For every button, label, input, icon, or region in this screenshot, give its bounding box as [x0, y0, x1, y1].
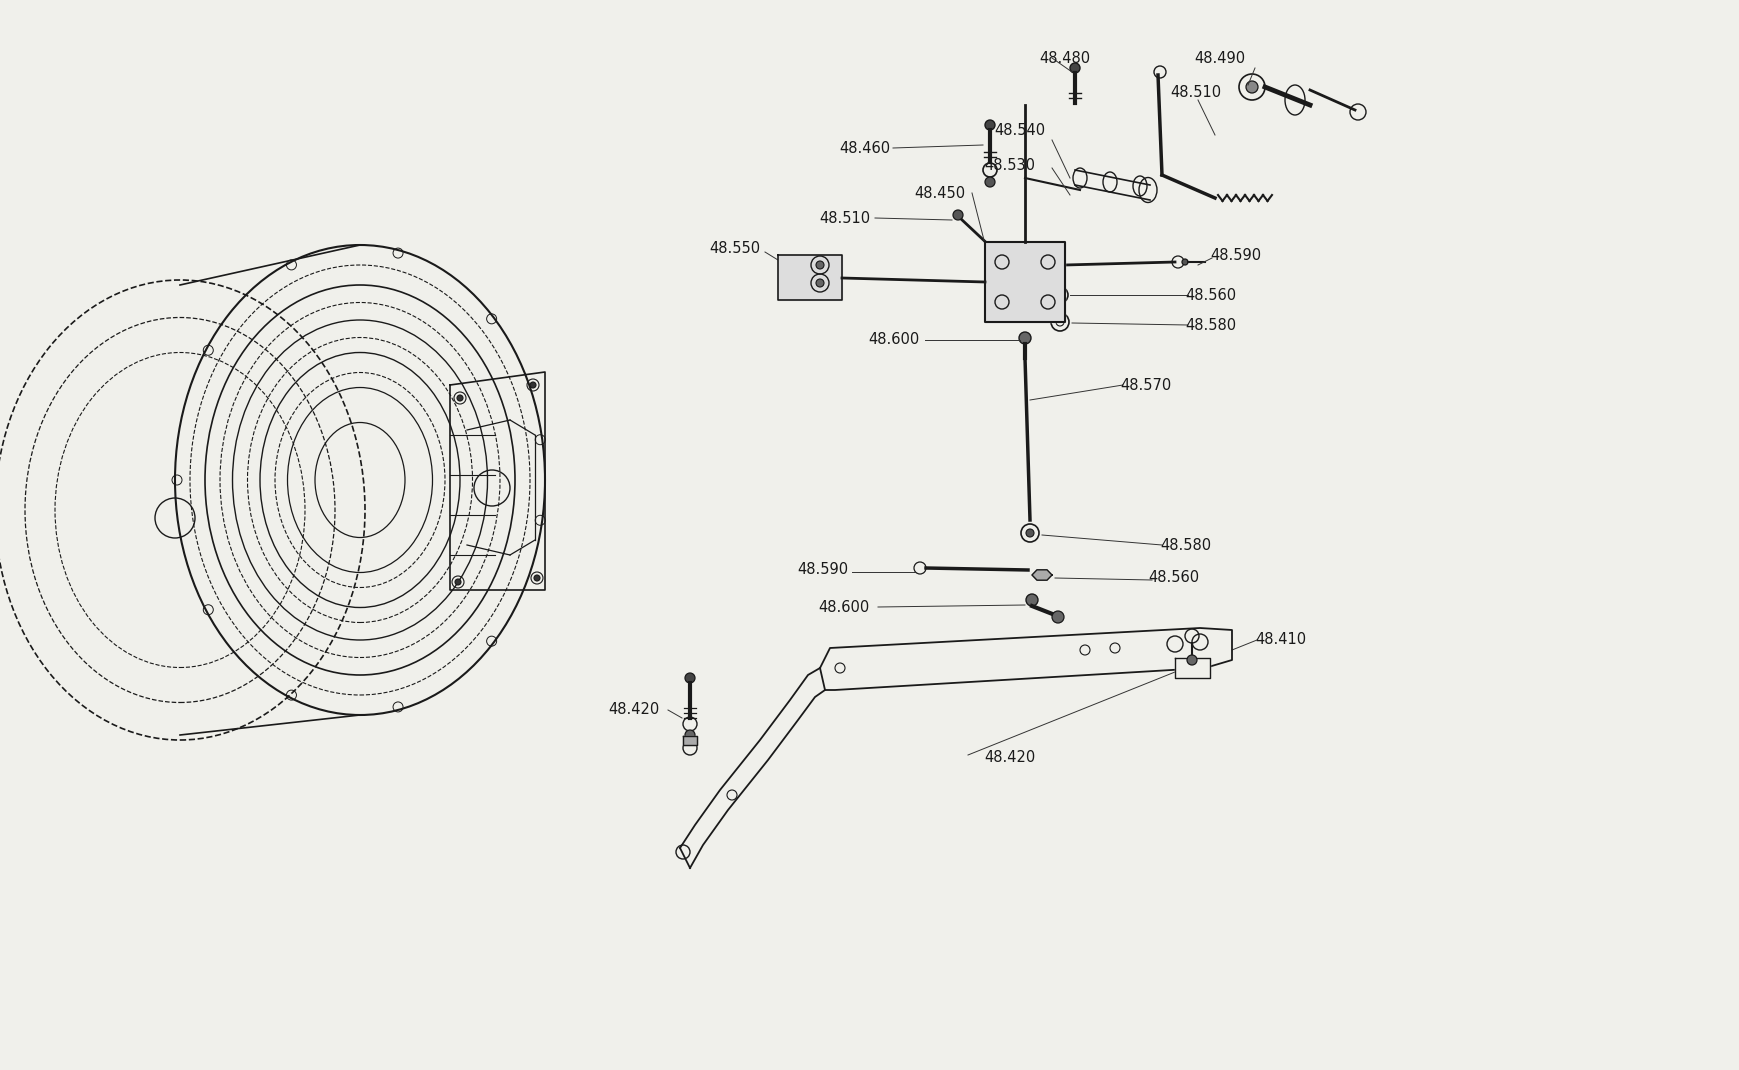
- Circle shape: [984, 177, 995, 187]
- Text: 48.590: 48.590: [1209, 247, 1261, 262]
- Text: 48.580: 48.580: [1184, 318, 1235, 333]
- Circle shape: [1052, 611, 1063, 623]
- Polygon shape: [819, 628, 1231, 690]
- Circle shape: [457, 395, 463, 401]
- Circle shape: [816, 279, 824, 287]
- Circle shape: [1245, 81, 1257, 93]
- Text: 48.600: 48.600: [819, 599, 870, 614]
- Polygon shape: [683, 736, 697, 745]
- Circle shape: [1186, 655, 1196, 664]
- Text: 48.510: 48.510: [1169, 85, 1221, 100]
- Circle shape: [1019, 332, 1031, 343]
- Circle shape: [534, 575, 539, 581]
- Circle shape: [530, 382, 536, 388]
- Polygon shape: [1174, 658, 1209, 678]
- Text: 48.480: 48.480: [1038, 50, 1090, 65]
- Text: 48.550: 48.550: [708, 241, 760, 256]
- Circle shape: [685, 673, 694, 683]
- Text: 48.560: 48.560: [1148, 570, 1198, 585]
- Text: 48.460: 48.460: [838, 140, 889, 155]
- Polygon shape: [777, 255, 842, 300]
- Circle shape: [1026, 594, 1038, 606]
- Circle shape: [1026, 529, 1033, 537]
- Text: 48.590: 48.590: [796, 563, 847, 578]
- Text: 48.450: 48.450: [915, 185, 965, 200]
- Circle shape: [454, 579, 461, 585]
- Text: 48.420: 48.420: [984, 750, 1035, 765]
- Text: 48.490: 48.490: [1193, 50, 1245, 65]
- Polygon shape: [984, 242, 1064, 322]
- Circle shape: [1069, 63, 1080, 73]
- Text: 48.530: 48.530: [984, 157, 1035, 172]
- Text: 48.600: 48.600: [868, 333, 920, 348]
- Circle shape: [685, 730, 694, 740]
- Circle shape: [1181, 259, 1188, 265]
- Text: 48.580: 48.580: [1160, 537, 1210, 552]
- Polygon shape: [1031, 570, 1052, 580]
- Circle shape: [984, 120, 995, 129]
- Circle shape: [816, 261, 824, 269]
- Text: 48.510: 48.510: [819, 211, 870, 226]
- Text: 48.560: 48.560: [1184, 288, 1235, 303]
- Circle shape: [1056, 291, 1063, 299]
- Circle shape: [953, 210, 962, 220]
- Text: 48.420: 48.420: [609, 703, 659, 718]
- Text: 48.570: 48.570: [1120, 378, 1170, 393]
- Text: 48.410: 48.410: [1254, 632, 1306, 647]
- Text: 48.540: 48.540: [995, 122, 1045, 138]
